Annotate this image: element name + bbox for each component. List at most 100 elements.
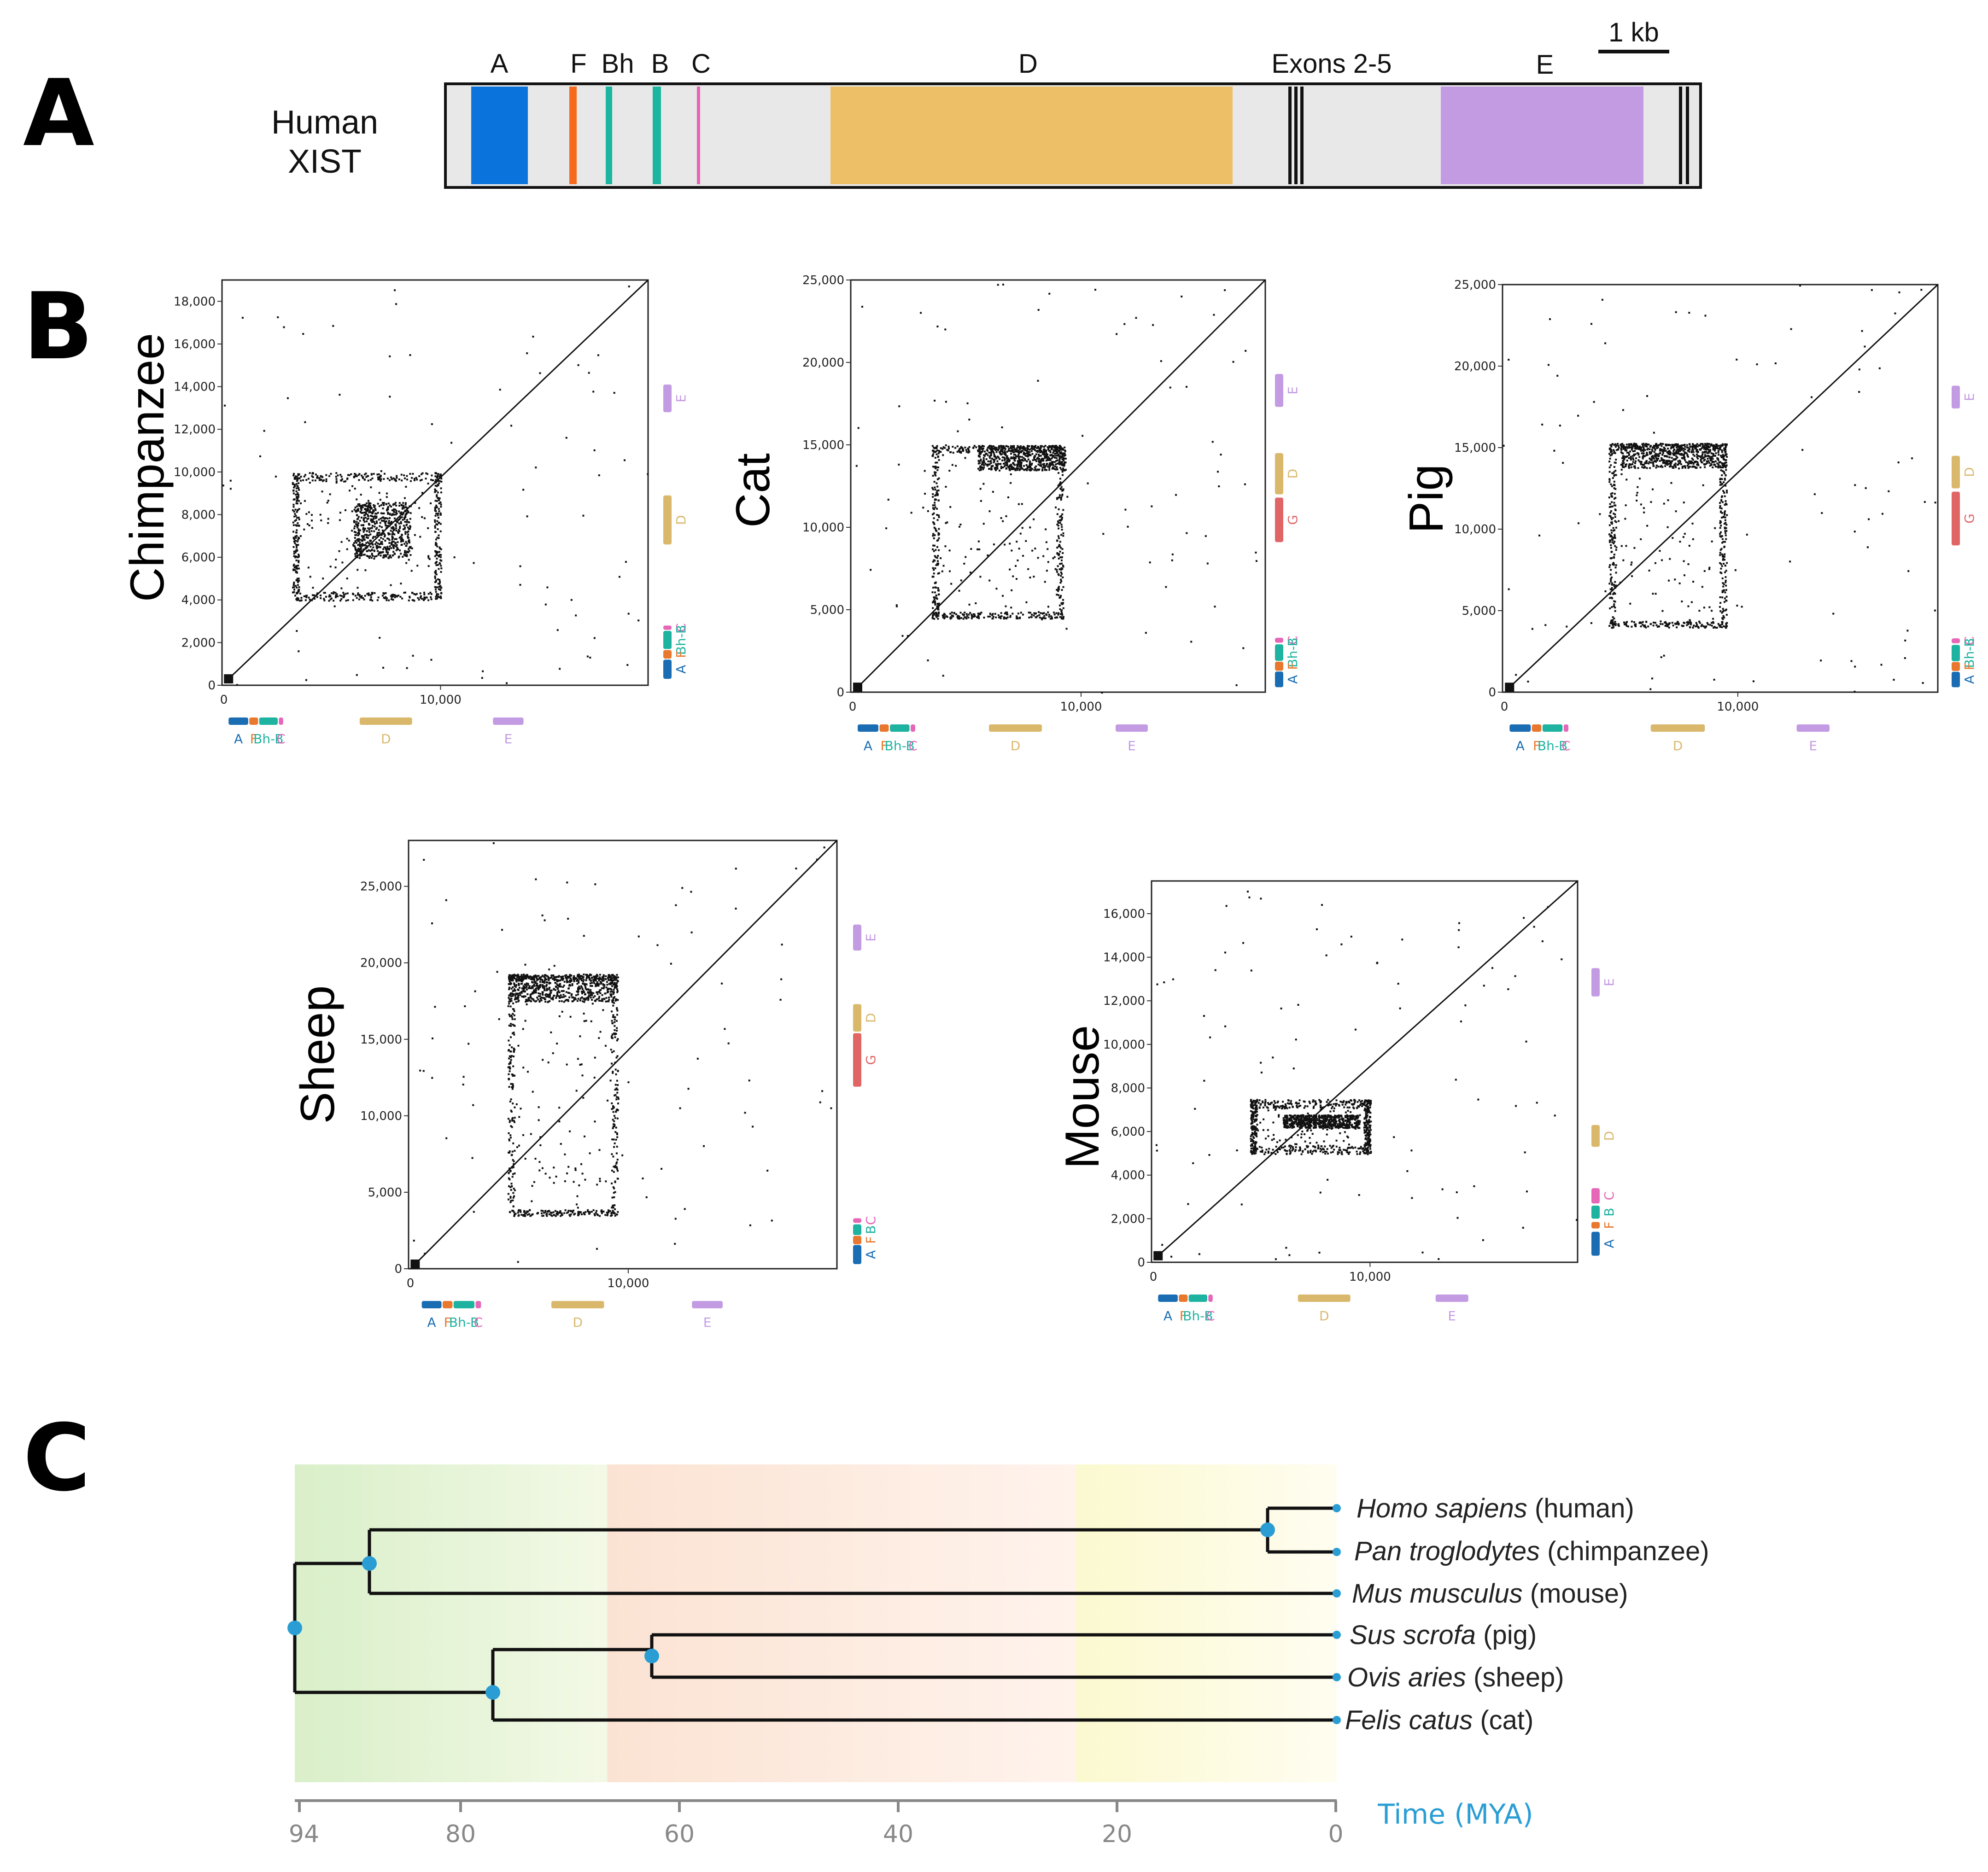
alignment-dot <box>511 1046 513 1049</box>
alignment-dot <box>378 505 380 507</box>
alignment-dot <box>379 522 381 524</box>
alignment-dot <box>418 507 421 509</box>
alignment-dot <box>1165 586 1167 588</box>
alignment-dot <box>1624 518 1626 520</box>
alignment-dot <box>295 515 297 517</box>
alignment-dot <box>1058 544 1060 546</box>
alignment-dot <box>339 600 342 602</box>
alignment-dot <box>615 1098 618 1101</box>
alignment-dot <box>1037 379 1039 382</box>
alignment-dot <box>1719 531 1722 533</box>
alignment-dot <box>948 549 951 552</box>
alignment-dot <box>598 1037 600 1039</box>
panel-b-letter: B <box>23 273 93 380</box>
alignment-dot <box>1025 455 1027 457</box>
alignment-dot <box>1724 541 1726 543</box>
alignment-dot <box>359 529 362 531</box>
alignment-dot <box>397 541 399 543</box>
alignment-dot <box>1642 464 1644 466</box>
alignment-dot <box>1011 549 1013 552</box>
alignment-dot <box>569 1215 571 1217</box>
alignment-dot <box>439 585 442 588</box>
alignment-dot <box>1721 444 1724 447</box>
alignment-dot <box>614 1191 616 1193</box>
alignment-dot <box>611 1182 613 1184</box>
alignment-dot <box>932 475 934 477</box>
alignment-dot <box>583 1020 585 1022</box>
alignment-dot <box>1025 464 1028 466</box>
alignment-dot <box>1059 616 1061 618</box>
alignment-dot <box>1667 499 1669 502</box>
alignment-dot <box>387 532 390 534</box>
alignment-dot <box>1634 446 1637 448</box>
alignment-dot <box>570 1210 572 1213</box>
alignment-dot <box>409 505 412 507</box>
alignment-dot <box>1056 547 1058 549</box>
x-domain-label: A <box>864 738 872 753</box>
alignment-dot <box>991 465 994 467</box>
alignment-dot <box>1668 626 1670 629</box>
alignment-dot <box>392 527 394 530</box>
alignment-dot <box>934 471 936 473</box>
alignment-dot <box>363 519 365 521</box>
alignment-dot <box>1007 449 1010 452</box>
alignment-dot <box>404 533 407 535</box>
alignment-dot <box>1006 457 1008 459</box>
alignment-dot <box>294 595 297 597</box>
alignment-dot <box>1615 564 1617 566</box>
alignment-dot <box>373 504 375 506</box>
alignment-dot <box>989 612 991 615</box>
alignment-dot <box>511 1118 514 1120</box>
alignment-dot <box>1723 601 1725 603</box>
alignment-dot <box>334 596 337 599</box>
alignment-dot <box>994 467 997 469</box>
y-domain-label: A <box>1962 675 1977 684</box>
alignment-dot <box>356 508 358 511</box>
alignment-dot <box>1615 572 1617 574</box>
alignment-dot <box>959 451 961 453</box>
alignment-dot <box>1718 624 1720 627</box>
alignment-dot <box>522 1028 524 1030</box>
alignment-dot <box>398 529 400 531</box>
alignment-dot <box>405 552 407 554</box>
alignment-dot <box>394 524 397 526</box>
alignment-dot <box>371 600 374 602</box>
alignment-dot <box>406 509 408 512</box>
alignment-dot <box>935 450 937 453</box>
x-domain-bar-bh-b <box>1542 724 1563 732</box>
alignment-dot <box>1613 583 1615 586</box>
alignment-dot <box>577 997 579 1000</box>
alignment-dot <box>942 614 945 616</box>
alignment-dot <box>435 598 437 600</box>
alignment-dot <box>1620 468 1623 471</box>
alignment-dot <box>610 1049 612 1051</box>
alignment-dot <box>1691 466 1694 468</box>
alignment-dot <box>398 478 400 480</box>
alignment-dot <box>299 592 301 595</box>
alignment-dot <box>440 476 442 478</box>
alignment-dot <box>1053 447 1055 449</box>
alignment-dot <box>1058 554 1060 556</box>
alignment-dot <box>381 595 384 597</box>
alignment-dot <box>509 1120 511 1122</box>
alignment-dot <box>1062 566 1064 568</box>
alignment-dot <box>941 570 943 572</box>
alignment-dot <box>980 460 982 462</box>
alignment-dot <box>369 506 372 508</box>
alignment-dot <box>531 1200 533 1202</box>
alignment-dot <box>430 502 432 504</box>
alignment-dot <box>612 1186 614 1188</box>
alignment-dot <box>945 486 947 488</box>
alignment-dot <box>1687 623 1690 625</box>
alignment-dot <box>1017 503 1020 505</box>
alignment-dot <box>1680 444 1682 447</box>
alignment-dot <box>1614 534 1616 536</box>
alignment-dot <box>1646 395 1649 397</box>
alignment-dot <box>936 325 939 327</box>
alignment-dot <box>371 553 373 555</box>
alignment-dot <box>1062 454 1064 456</box>
alignment-dot <box>392 477 395 479</box>
alignment-dot <box>586 975 588 977</box>
alignment-dot <box>1018 446 1020 448</box>
alignment-dot <box>390 476 392 478</box>
